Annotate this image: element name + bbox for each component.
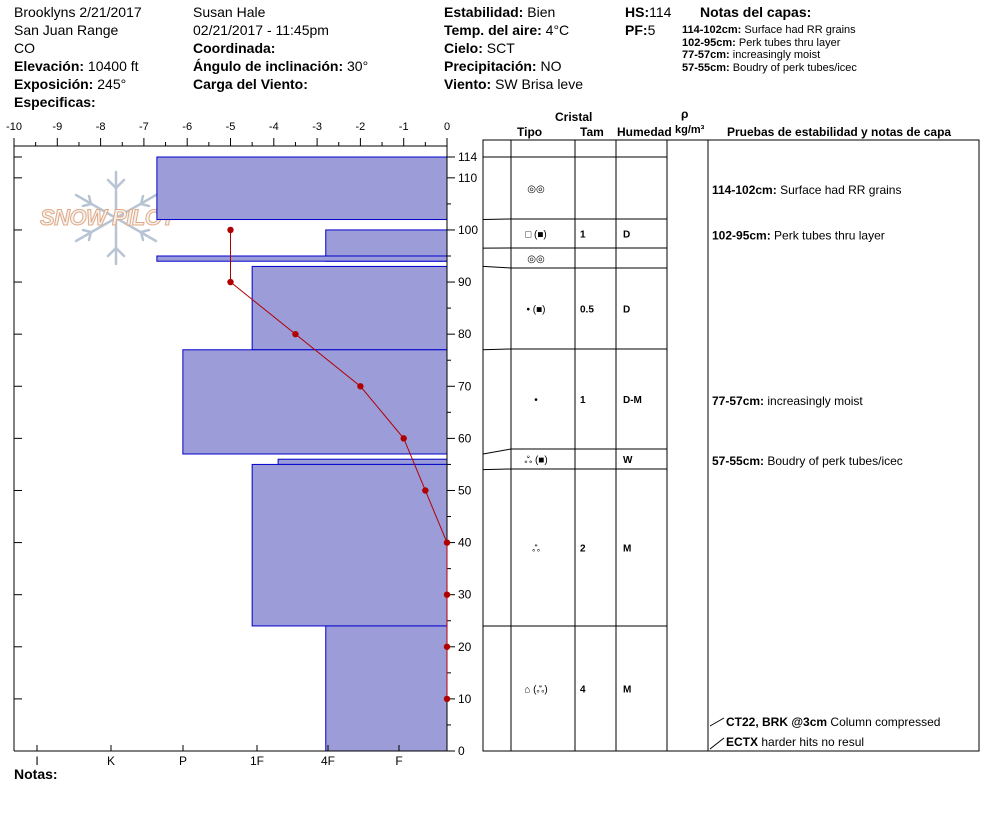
test-marker-line	[710, 738, 724, 749]
crystal-size: 4	[580, 685, 586, 696]
layer-test-note: 57-55cm: Boudry of perk tubes/icec	[712, 454, 903, 468]
crystal-type: • (■)	[527, 305, 546, 316]
height-tick-label: 80	[458, 327, 472, 341]
height-tick-label: 20	[458, 640, 472, 654]
crystal-size: 2	[580, 544, 586, 555]
rho-header: ρ	[681, 108, 688, 121]
hardness-tick-label: K	[107, 754, 115, 768]
layer-connector	[483, 349, 511, 350]
height-tick-label: 10	[458, 692, 472, 706]
layer-connector	[483, 219, 511, 220]
hardness-tick-label: 4F	[321, 754, 335, 768]
footer-notes-label: Notas:	[14, 766, 58, 782]
height-tick-label: 100	[458, 223, 478, 237]
layer-connector	[483, 469, 511, 470]
temp-tick-label: 0	[444, 121, 450, 133]
temp-tick-label: -3	[312, 121, 322, 133]
hardness-layer	[252, 266, 447, 349]
density-unit-header: kg/m³	[675, 124, 704, 136]
type-header: Tipo	[517, 126, 542, 139]
test-marker-line	[710, 718, 724, 726]
crystal-humidity: D	[623, 305, 630, 316]
temp-tick-label: -9	[52, 121, 62, 133]
crystal-type: •	[534, 395, 538, 406]
height-tick-label: 90	[458, 275, 472, 289]
temperature-point	[422, 487, 428, 493]
temp-tick-label: -5	[226, 121, 236, 133]
crystal-humidity: M	[623, 685, 631, 696]
crystal-humidity: D-M	[623, 395, 642, 406]
layer-test-note: 102-95cm: Perk tubes thru layer	[712, 229, 885, 243]
temp-tick-label: -2	[356, 121, 366, 133]
temperature-point	[292, 331, 298, 337]
hardness-layer	[326, 626, 447, 751]
hardness-layer	[157, 256, 447, 261]
tests-header: Pruebas de estabilidad y notas de capa	[727, 126, 951, 139]
humidity-header: Humedad	[617, 126, 672, 139]
hardness-tick-label: 1F	[250, 754, 264, 768]
crystal-type: ◎◎	[527, 184, 544, 195]
temperature-point	[444, 696, 450, 702]
temperature-point	[227, 227, 233, 233]
crystal-humidity: M	[623, 544, 631, 555]
temp-tick-label: -1	[399, 121, 409, 133]
height-tick-label: 30	[458, 588, 472, 602]
height-tick-label: 110	[458, 171, 477, 185]
layer-connector	[483, 266, 511, 268]
crystal-humidity: D	[623, 230, 630, 241]
crystal-type: ◎◎	[527, 254, 544, 265]
crystal-size: 1	[580, 395, 586, 406]
crystal-type: □ (■)	[525, 230, 547, 241]
temperature-point	[444, 644, 450, 650]
temperature-point	[444, 539, 450, 545]
stability-test: ECTX harder hits no resul	[726, 735, 864, 749]
height-tick-label: 0	[458, 744, 465, 758]
crystal-type: ⌂ (ஃ)	[524, 685, 547, 696]
size-header: Tam	[580, 126, 604, 139]
temperature-point	[401, 435, 407, 441]
crystal-type: ஃ	[532, 544, 540, 555]
stability-test: CT22, BRK @3cm Column compressed	[726, 715, 940, 729]
hardness-layer	[252, 464, 447, 626]
height-tick-label: 114	[458, 150, 477, 164]
hardness-layer	[183, 350, 447, 454]
layer-test-note: 77-57cm: increasingly moist	[712, 394, 863, 408]
crystal-type: ஃ (■)	[524, 455, 547, 466]
height-tick-label: 60	[458, 431, 472, 445]
temp-tick-label: -7	[139, 121, 149, 133]
height-tick-label: 70	[458, 379, 472, 393]
temperature-point	[227, 279, 233, 285]
temperature-point	[357, 383, 363, 389]
hardness-tick-label: F	[395, 754, 402, 768]
crystal-header: Cristal	[555, 111, 592, 124]
crystal-humidity: W	[623, 455, 633, 466]
hardness-tick-label: P	[179, 754, 187, 768]
height-tick-label: 40	[458, 536, 472, 550]
crystal-size: 0.5	[580, 305, 594, 316]
layer-connector	[483, 449, 511, 454]
layer-test-note: 114-102cm: Surface had RR grains	[712, 183, 901, 197]
temp-tick-label: -10	[6, 121, 22, 133]
hardness-layer	[278, 459, 447, 464]
hardness-layer	[157, 157, 447, 220]
crystal-size: 1	[580, 230, 586, 241]
temperature-point	[444, 591, 450, 597]
temp-tick-label: -6	[182, 121, 192, 133]
temp-tick-label: -4	[269, 121, 279, 133]
height-tick-label: 50	[458, 483, 472, 497]
temp-tick-label: -8	[96, 121, 106, 133]
